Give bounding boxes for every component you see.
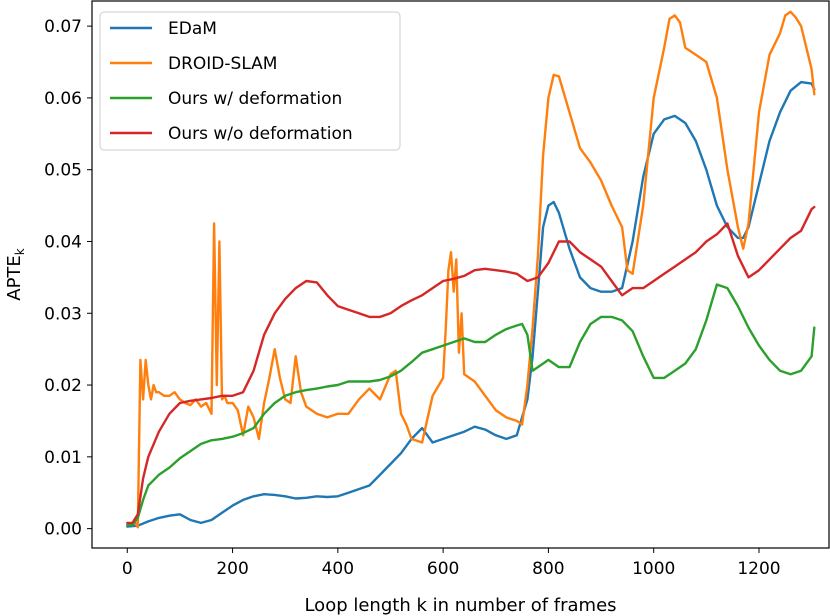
y-axis-label-main: APTE — [4, 255, 25, 301]
x-tick-label: 1000 — [632, 559, 675, 579]
x-tick-label: 800 — [532, 559, 564, 579]
y-tick-label: 0.03 — [44, 304, 82, 324]
legend-label-2: DROID-SLAM — [168, 54, 277, 74]
series-line-3 — [126, 283, 816, 527]
x-axis-label: Loop length k in number of frames — [304, 595, 616, 616]
legend-label-4: Ours w/o deformation — [168, 124, 353, 144]
series-line-1 — [126, 80, 816, 528]
legend-box — [99, 11, 401, 151]
plot-frame — [91, 0, 830, 549]
y-tick-label: 0.07 — [44, 17, 82, 37]
x-tick-label: 0 — [122, 559, 133, 579]
x-tick-label: 1200 — [737, 559, 780, 579]
y-tick-label: 0.02 — [44, 376, 82, 396]
y-tick-label: 0.00 — [44, 520, 82, 540]
y-tick-label: 0.01 — [44, 448, 82, 468]
series-line-4 — [126, 205, 816, 525]
x-tick-label: 200 — [216, 559, 248, 579]
legend-label-1: EDaM — [168, 19, 217, 39]
ticks-layer: 0 200 400 600 800 1000 1200 0.00 0.01 0.02 0.03 0.0… — [44, 17, 780, 579]
y-tick-label: 0.04 — [44, 232, 82, 252]
y-axis-label: APTEk — [4, 248, 27, 301]
legend: EDaM DROID-SLAM Ours w/ deformation Ours w/… — [99, 11, 401, 151]
y-tick-label: 0.06 — [44, 89, 82, 109]
x-tick-label: 400 — [322, 559, 354, 579]
x-tick-label: 600 — [427, 559, 459, 579]
y-axis-label-subscript: k — [13, 248, 27, 255]
y-tick-label: 0.05 — [44, 161, 82, 181]
series-layer — [126, 10, 816, 529]
legend-label-3: Ours w/ deformation — [168, 89, 342, 109]
series-line-2 — [126, 10, 816, 529]
